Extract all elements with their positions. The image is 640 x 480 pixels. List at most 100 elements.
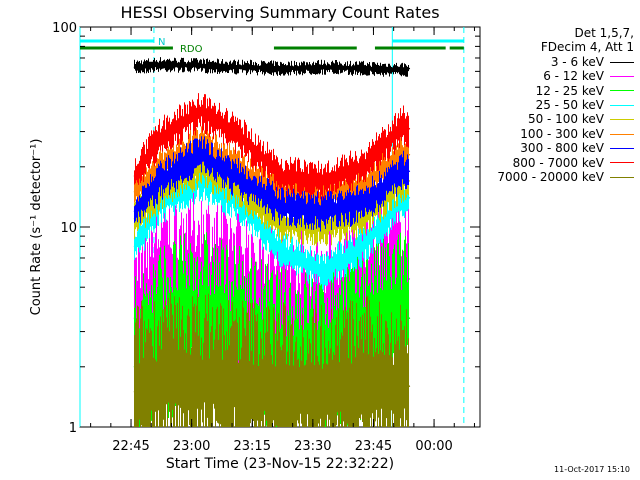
footer-timestamp: 11-Oct-2017 15:10 (554, 465, 630, 474)
data-point-8-6 (362, 385, 364, 387)
data-point-2-7 (402, 317, 405, 319)
data-point-6-7 (402, 170, 405, 173)
data-point-2-2 (200, 317, 203, 319)
series-trace-8 (134, 291, 409, 427)
data-point-7-5 (321, 180, 324, 182)
legend-entry-2: 12 - 25 keV (497, 84, 634, 98)
legend-entry-0: 3 - 6 keV (497, 55, 634, 69)
data-point-0-2 (200, 64, 203, 67)
data-point-0-8 (408, 67, 411, 70)
legend-swatch (610, 90, 634, 92)
data-point-2-5 (321, 357, 324, 360)
data-point-8-7 (402, 385, 405, 387)
data-point-8-5 (321, 390, 324, 393)
data-point-7-4 (281, 175, 283, 177)
x-tick-label-4: 23:45 (355, 439, 392, 454)
data-point-7-1 (160, 136, 162, 139)
series-trace-0 (134, 57, 409, 77)
legend-swatch (610, 61, 634, 63)
series-trace-7 (134, 93, 409, 201)
y-tick-label-0: 1 (69, 421, 77, 436)
legend-label: 50 - 100 keV (527, 112, 604, 127)
legend-swatch (610, 104, 634, 106)
legend-entry-3: 25 - 50 keV (497, 98, 634, 112)
data-point-3-8 (408, 196, 411, 199)
legend-entry-6: 300 - 800 keV (497, 141, 634, 155)
data-point-5-8 (408, 153, 411, 156)
data-point-6-3 (240, 180, 243, 182)
legend-entry-5: 100 - 300 keV (497, 127, 634, 141)
legend-entry-1: 6 - 12 keV (497, 69, 634, 83)
legend-label: 25 - 50 keV (535, 98, 604, 113)
data-point-4-6 (362, 217, 364, 220)
series-trace-6 (134, 136, 409, 232)
x-tick-label-0: 22:45 (112, 439, 149, 454)
x-tick-label-3: 23:30 (294, 439, 331, 454)
data-point-5-6 (362, 185, 364, 187)
data-point-0-5 (321, 66, 324, 68)
series-3to6keV (133, 57, 411, 77)
x-axis-label: Start Time (23-Nov-15 22:32:22) (166, 456, 394, 472)
legend-swatch (610, 176, 634, 178)
data-point-0-7 (402, 69, 405, 71)
legend-swatch (610, 147, 634, 149)
y-tick-label-2: 100 (52, 21, 77, 36)
legend-label: 3 - 6 keV (550, 54, 604, 69)
data-point-6-0 (133, 210, 136, 212)
series-7000to20000keV (133, 291, 411, 427)
data-point-3-1 (160, 203, 162, 206)
legend-swatch (610, 75, 634, 77)
data-point-7-6 (362, 165, 364, 168)
y-axis-label: Count Rate (s⁻¹ detector⁻¹) (29, 139, 44, 316)
data-point-5-0 (133, 190, 136, 193)
legend-header-line-1: Det 1,5,7, (574, 26, 635, 40)
data-point-0-1 (160, 63, 162, 66)
data-point-8-3 (240, 385, 243, 387)
legend-label: 800 - 7000 keV (512, 155, 604, 170)
data-point-4-4 (281, 221, 283, 224)
legend-entry-7: 800 - 7000 keV (497, 156, 634, 170)
data-point-4-5 (321, 226, 324, 228)
data-point-0-0 (133, 66, 136, 68)
data-point-3-4 (281, 251, 283, 253)
legend-label: 7000 - 20000 keV (497, 170, 604, 185)
y-tick-label-1: 10 (60, 221, 77, 236)
data-point-2-8 (408, 317, 411, 319)
legend: Det 1,5,7, FDecim 4, Att 1 3 - 6 keV 6 - … (497, 26, 634, 184)
legend-label: 12 - 25 keV (535, 83, 604, 98)
legend-label: 300 - 800 keV (520, 141, 604, 156)
data-point-7-3 (240, 136, 243, 139)
data-point-3-6 (362, 245, 364, 248)
x-tick-label-1: 23:00 (173, 439, 210, 454)
legend-label: 100 - 300 keV (520, 126, 604, 141)
data-point-7-7 (402, 125, 405, 127)
legend-swatch (610, 162, 634, 164)
legend-entry-4: 50 - 100 keV (497, 112, 634, 126)
data-point-0-3 (240, 66, 243, 68)
legend-header-line-2: FDecim 4, Att 1 (540, 40, 634, 55)
night-label: N (158, 37, 165, 48)
data-point-3-5 (321, 270, 324, 273)
data-point-6-4 (281, 206, 283, 209)
legend-swatch (610, 119, 634, 121)
data-point-8-8 (408, 385, 411, 387)
data-point-6-8 (408, 170, 411, 173)
data-point-6-5 (321, 210, 324, 212)
data-point-3-0 (133, 245, 136, 248)
data-point-0-4 (281, 67, 283, 70)
axis-layer: 22:45 23:00 23:15 23:30 23:45 00:00 1 10 100 (52, 21, 480, 454)
x-tick-label-2: 23:15 (234, 439, 271, 454)
series-800to7000keV (133, 93, 411, 201)
data-point-6-1 (160, 180, 162, 182)
x-tick-label-5: 00:00 (415, 439, 452, 454)
legend-swatch (610, 133, 634, 135)
series-300to800keV (133, 136, 411, 232)
data-point-7-0 (133, 175, 136, 177)
data-point-7-2 (200, 110, 203, 112)
chart-title: HESSI Observing Summary Count Rates (120, 3, 439, 22)
legend-entry-8: 7000 - 20000 keV (497, 170, 634, 184)
data-point-0-6 (362, 67, 364, 70)
data-point-8-1 (160, 380, 162, 382)
data-layer (133, 57, 411, 427)
